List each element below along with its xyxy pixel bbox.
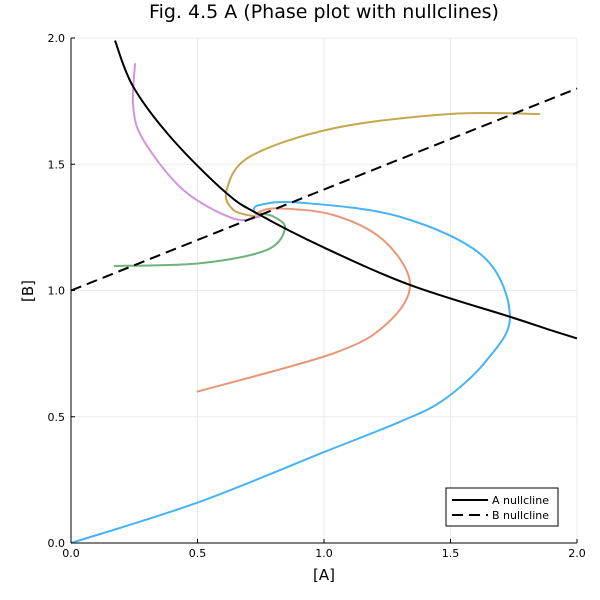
x-axis-label: [A]	[313, 566, 335, 584]
a-nullcline-line	[114, 40, 578, 340]
x-tick-label: 2.0	[568, 547, 586, 560]
x-tick-label: 1.0	[315, 547, 333, 560]
series-group	[70, 40, 578, 544]
y-axis-label: [B]	[19, 280, 37, 302]
trajectory-3-line	[113, 212, 287, 268]
y-tick-label: 0.0	[48, 537, 66, 550]
y-tick-label: 1.0	[48, 285, 66, 298]
trajectory-1-line	[70, 200, 511, 544]
trajectory-4-line	[224, 111, 541, 218]
legend-box	[445, 487, 559, 527]
x-tick-label: 0.0	[62, 547, 80, 560]
x-tick-label: 1.5	[442, 547, 460, 560]
b-nullcline-line	[70, 87, 578, 292]
x-tick-label: 0.5	[189, 547, 207, 560]
trajectory-5-line	[131, 63, 261, 222]
trajectory-2-line	[196, 207, 412, 393]
legend-label-b-nullcline: B nullcline	[492, 509, 549, 522]
legend-label-a-nullcline: A nullcline	[492, 494, 549, 507]
legend: A nullcline B nullcline	[445, 487, 559, 527]
chart-title: Fig. 4.5 A (Phase plot with nullclines)	[149, 1, 499, 23]
y-tick-label: 1.5	[48, 158, 66, 171]
y-tick-label: 2.0	[48, 32, 66, 45]
y-tick-label: 0.5	[48, 411, 66, 424]
axes: 0.0 0.5 1.0 1.5 2.0 0.0 0.5 1.0 1.5 2.0	[48, 32, 586, 560]
